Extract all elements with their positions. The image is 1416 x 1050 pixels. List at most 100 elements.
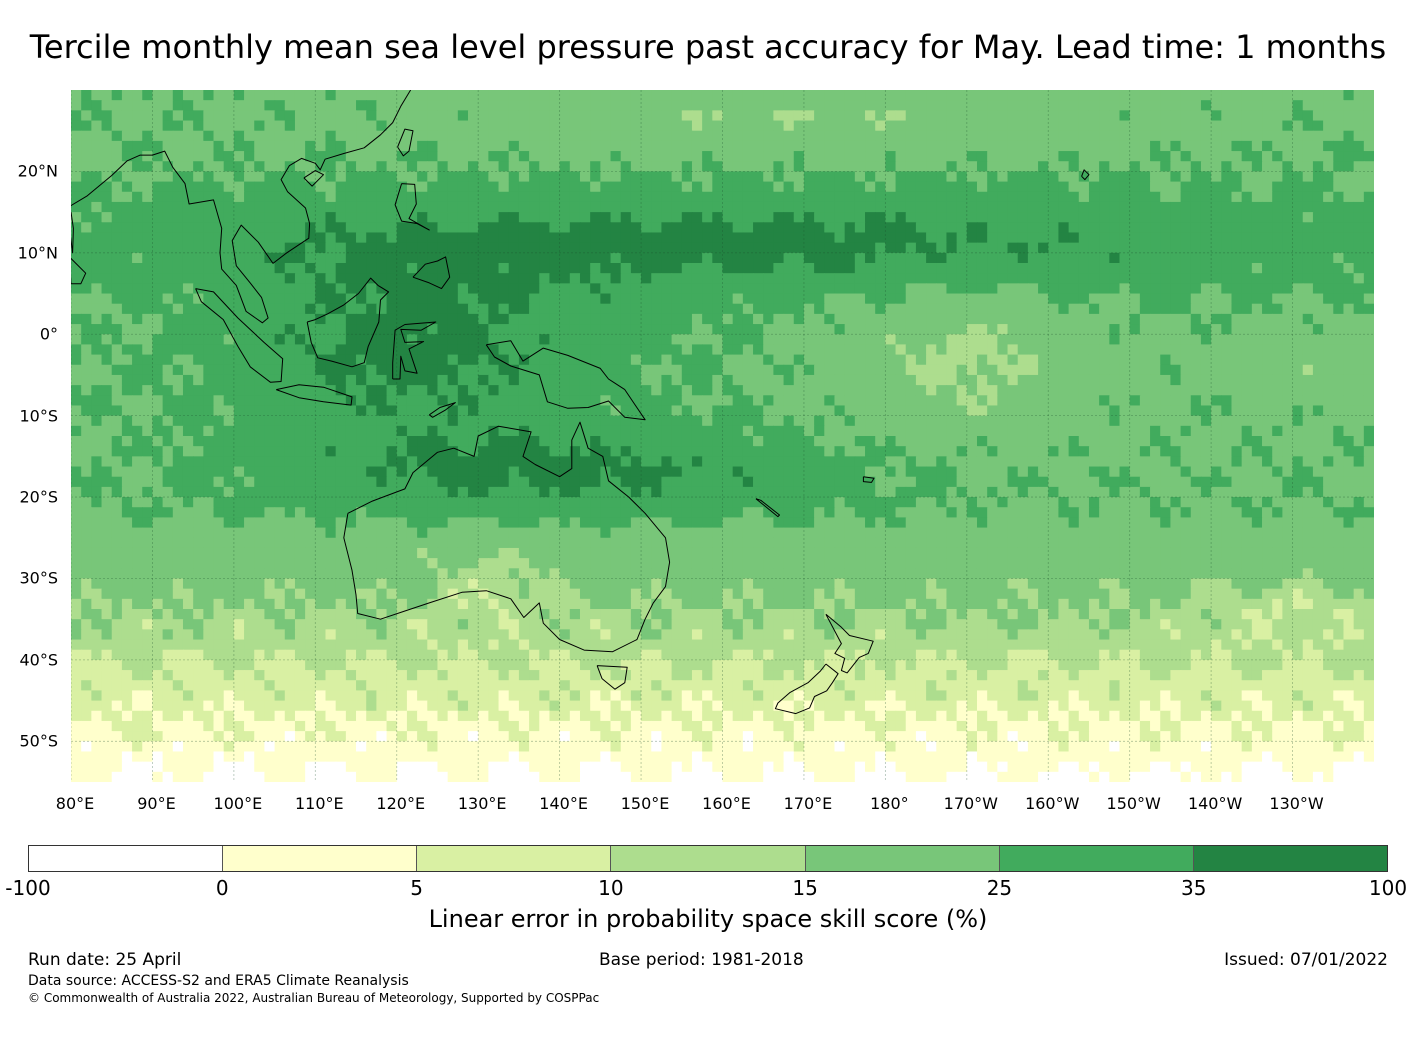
skill-cell [1323,151,1334,162]
skill-cell [579,344,591,356]
skill-cell [345,415,357,427]
skill-cell [498,466,510,478]
skill-cell [427,151,439,162]
skill-cell [620,303,632,315]
skill-cell [1170,120,1182,132]
skill-cell [223,456,235,468]
skill-cell [895,476,907,488]
skill-cell [457,303,469,315]
skill-cell [468,252,479,264]
skill-cell [294,171,306,183]
skill-cell [315,456,327,468]
skill-cell [559,222,571,234]
skill-cell [803,232,815,244]
skill-cell [569,313,581,325]
skill-cell [834,395,846,407]
skill-cell [305,446,316,457]
skill-cell [803,140,815,152]
skill-cell [1078,222,1090,234]
skill-cell [1109,405,1121,417]
skill-cell [1282,242,1294,254]
skill-cell [254,476,266,488]
skill-cell [1109,436,1121,447]
skill-cell [529,110,540,122]
skill-cell [1231,395,1243,407]
skill-cell [844,161,856,173]
skill-cell [712,303,724,315]
skill-cell [926,283,937,295]
skill-cell [579,201,591,213]
skill-cell [437,476,449,488]
skill-cell [1363,252,1374,264]
skill-cell [783,90,795,101]
skill-cell [1343,263,1355,274]
skill-cell [274,90,286,101]
skill-cell [1109,313,1121,325]
skill-cell [1282,201,1294,213]
skill-cell [651,385,663,396]
skill-cell [91,344,103,356]
skill-cell [865,90,876,101]
skill-cell [1231,466,1243,478]
skill-cell [396,344,408,356]
skill-cell [1007,385,1019,396]
skill-cell [508,100,520,111]
skill-cell [936,151,948,162]
skill-cell [71,395,82,407]
skill-cell [488,252,500,264]
skill-cell [1088,436,1100,447]
skill-cell [824,100,836,111]
skill-cell [1343,222,1355,234]
skill-cell [1251,252,1263,264]
skill-cell [294,263,306,274]
skill-cell [1200,151,1212,162]
skill-cell [1312,232,1324,244]
skill-cell [121,212,133,223]
skill-cell [386,415,398,427]
skill-cell [722,313,734,325]
skill-cell [305,201,316,213]
skill-cell [182,140,194,152]
skill-cell [865,466,876,478]
skill-cell [966,436,978,447]
skill-cell [987,181,998,193]
skill-cell [1180,191,1192,203]
skill-cell [284,120,296,132]
skill-cell [702,201,713,213]
skill-cell [488,222,500,234]
skill-cell [305,140,316,152]
skill-cell [213,100,225,111]
skill-cell [121,456,133,468]
skill-cell [406,201,418,213]
skill-cell [1048,222,1060,234]
skill-cell [193,334,204,346]
skill-cell [997,354,1009,366]
skill-cell [742,405,754,417]
skill-cell [284,191,296,203]
skill-cell [71,181,82,193]
skill-cell [1150,161,1161,173]
skill-cell [193,181,204,193]
skill-cell [1129,283,1141,295]
skill-cell [671,273,683,284]
skill-cell [254,181,266,193]
skill-cell [691,334,703,346]
skill-cell [1088,385,1100,396]
skill-cell [854,436,866,447]
skill-cell [203,405,215,417]
skill-cell [396,395,408,407]
skill-cell [152,405,164,417]
skill-cell [742,252,754,264]
skill-cell [844,242,856,254]
skill-cell [1068,405,1080,417]
skill-cell [1211,201,1222,213]
skill-cell [620,446,632,457]
skill-cell [91,252,103,264]
skill-cell [1190,171,1202,183]
skill-cell [1200,456,1212,468]
skill-cell [875,242,886,254]
skill-cell [111,232,123,244]
skill-cell [691,283,703,295]
skill-cell [600,212,612,223]
skill-cell [1109,324,1121,335]
